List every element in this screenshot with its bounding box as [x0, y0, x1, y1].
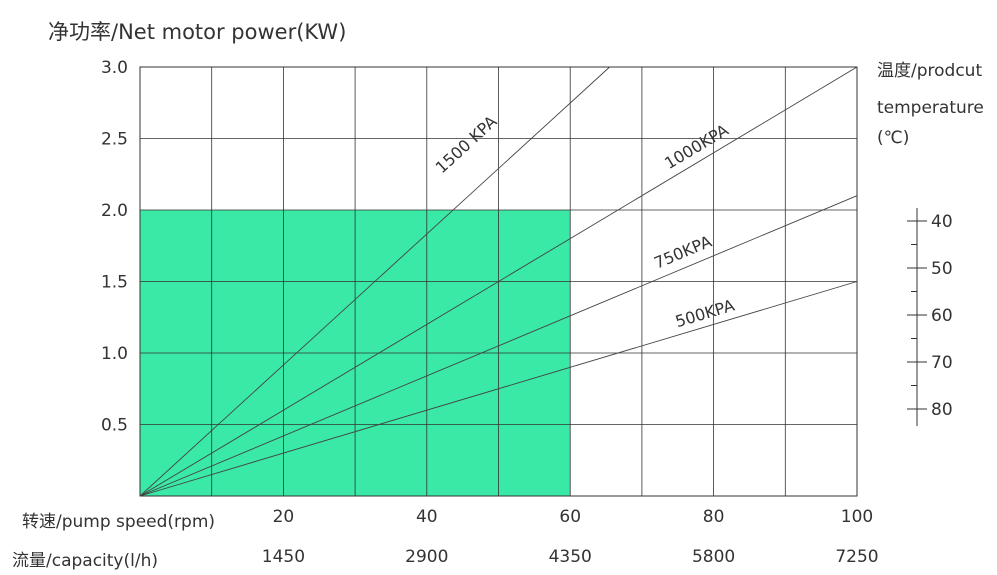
x2-tick-label: 5800 [692, 547, 735, 567]
temperature-tick-label: 50 [931, 259, 953, 279]
x-tick-label: 40 [416, 507, 438, 527]
temperature-tick-label: 80 [931, 400, 953, 420]
x-tick-label: 100 [841, 507, 873, 527]
y-tick-label: 0.5 [101, 416, 128, 436]
y-tick-labels: 0.5 1.0 1.5 2.0 2.5 3.0 [101, 58, 128, 436]
y-tick-label: 3.0 [101, 58, 128, 78]
series-label: 500KPA [673, 296, 737, 332]
right-axis-label-line1: 温度/prodcut [877, 61, 982, 81]
right-axis-label-line2: temperature [877, 98, 984, 118]
temperature-scale: 40 50 60 70 80 [907, 208, 953, 426]
series-line [139, 66, 610, 497]
temperature-tick-label: 40 [931, 212, 953, 232]
series-label: 1000KPA [661, 120, 732, 173]
temperature-tick-label: 70 [931, 353, 953, 373]
chart-title: 净功率/Net motor power(KW) [48, 20, 346, 44]
x2-tick-label: 2900 [405, 547, 448, 567]
temperature-tick-label: 60 [931, 306, 953, 326]
series-lines [139, 66, 858, 497]
x-tick-labels: 20 40 60 80 100 [273, 507, 874, 527]
series-line [139, 195, 858, 497]
x2-tick-labels: 1450 2900 4350 5800 7250 [262, 547, 879, 567]
y-tick-label: 2.5 [101, 130, 128, 150]
y-tick-label: 1.0 [101, 344, 128, 364]
x2-tick-label: 1450 [262, 547, 305, 567]
x-tick-label: 80 [703, 507, 725, 527]
series-label: 750KPA [651, 232, 714, 273]
series-line [139, 281, 858, 497]
x2-axis-label: 流量/capacity(l/h) [12, 551, 158, 571]
x2-tick-label: 7250 [835, 547, 878, 567]
x-axis-label: 转速/pump speed(rpm) [22, 512, 215, 532]
y-tick-label: 2.0 [101, 201, 128, 221]
series-line [139, 66, 858, 497]
y-tick-label: 1.5 [101, 273, 128, 293]
series-label: 1500 KPA [432, 112, 501, 177]
x2-tick-label: 4350 [549, 547, 592, 567]
right-axis-label-line3: (℃) [877, 128, 909, 148]
x-tick-label: 60 [559, 507, 581, 527]
x-tick-label: 20 [273, 507, 295, 527]
